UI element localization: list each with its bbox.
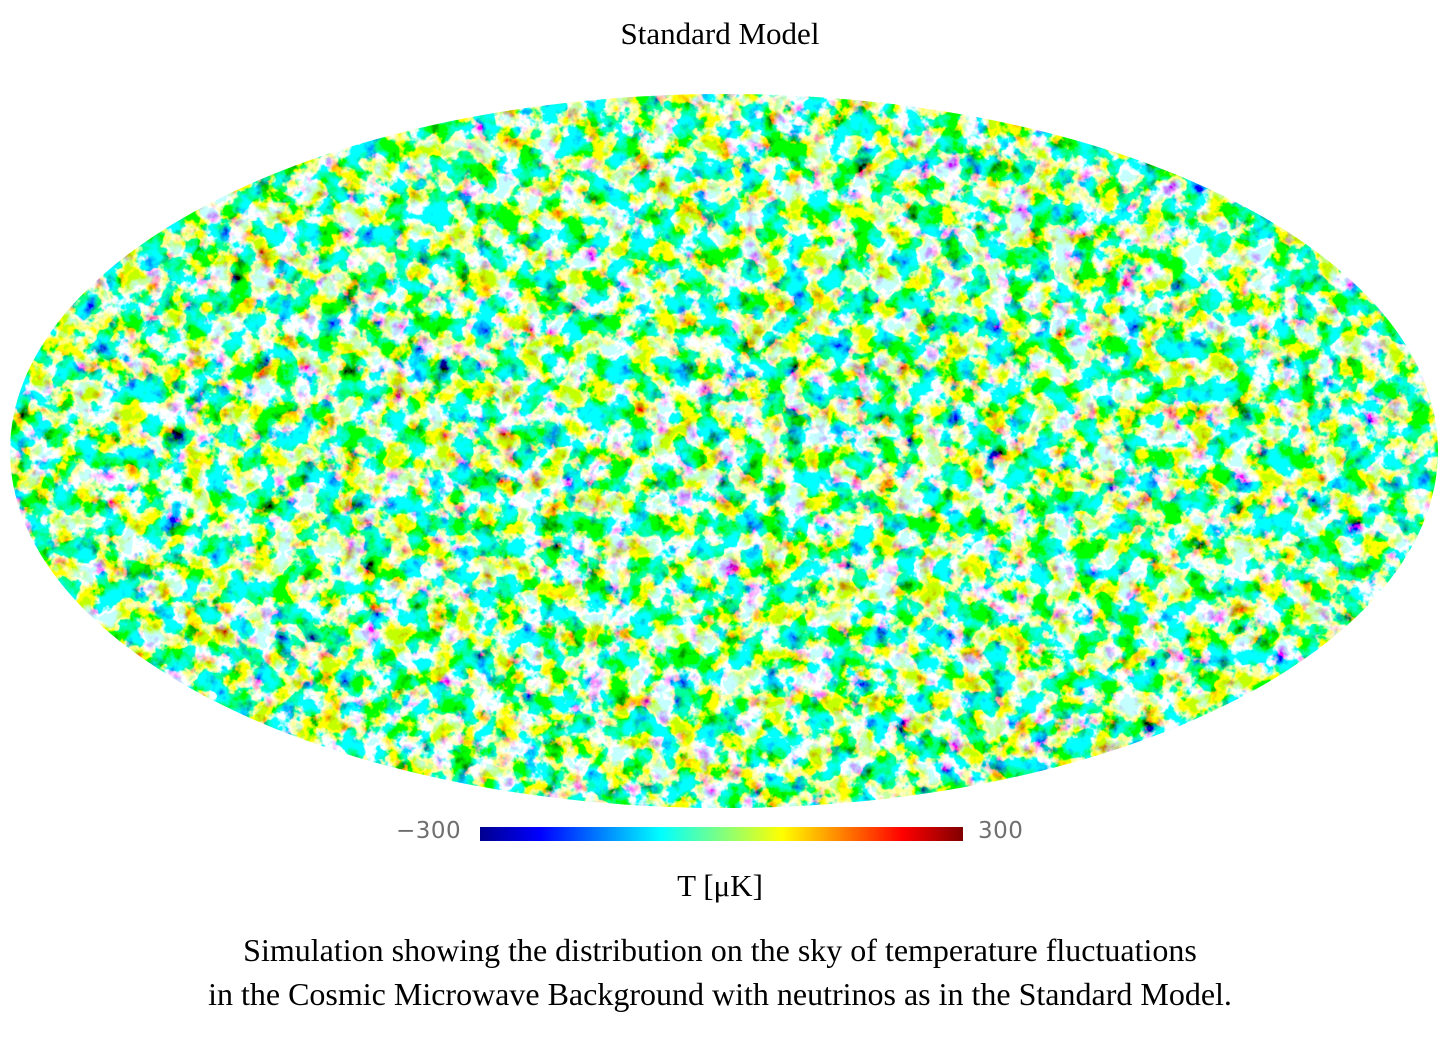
colorbar: −300 300 [0,816,1440,850]
caption-line-1: Simulation showing the distribution on t… [243,932,1197,968]
figure-caption: Simulation showing the distribution on t… [0,928,1440,1016]
colorbar-unit-label: T [μK] [677,868,763,903]
figure-title: Standard Model [620,16,820,51]
caption-line-2: in the Cosmic Microwave Background with … [208,976,1232,1012]
colorbar-min-label: −300 [396,818,462,844]
colorbar-max-label: 300 [978,818,1024,844]
colorbar-gradient [480,827,963,841]
sky-map-pixels [10,94,1438,808]
cmb-sky-map [10,94,1438,808]
